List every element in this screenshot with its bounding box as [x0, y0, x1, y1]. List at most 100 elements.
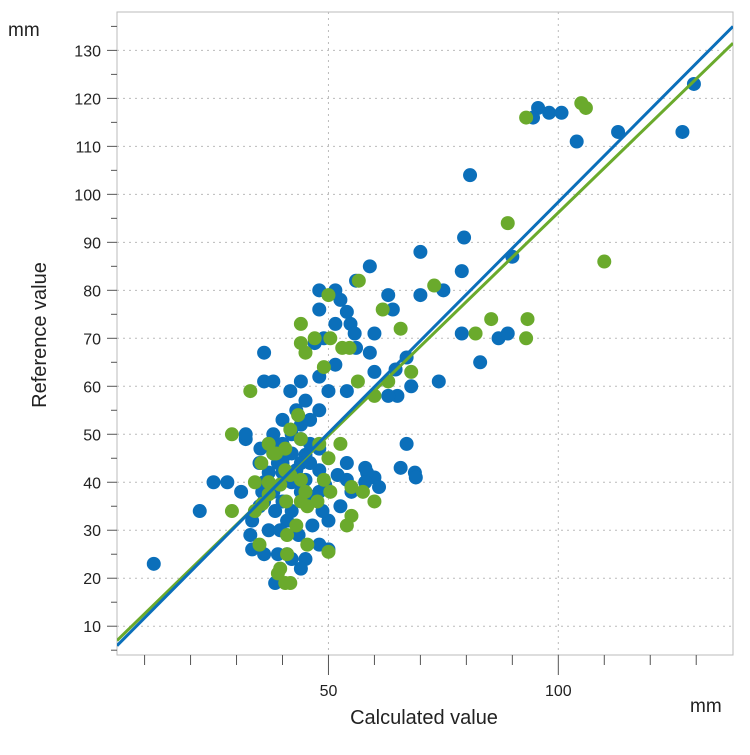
green-point [293, 316, 308, 331]
green-point [323, 331, 338, 346]
blue-point [457, 230, 472, 245]
green-point [578, 100, 593, 115]
blue-point [234, 484, 249, 499]
x-tick-label: 100 [545, 683, 572, 700]
green-point [247, 475, 262, 490]
blue-point [328, 316, 343, 331]
blue-point [283, 384, 298, 399]
blue-point [381, 288, 396, 303]
blue-point [303, 456, 318, 471]
regression-line [117, 25, 733, 647]
blue-point [399, 436, 414, 451]
green-point [342, 340, 357, 355]
y-tick-label: 90 [83, 235, 101, 252]
green-point [261, 475, 276, 490]
blue-point [243, 528, 258, 543]
blue-point [362, 259, 377, 274]
green-point [289, 518, 304, 533]
green-point [468, 326, 483, 341]
green-point [333, 436, 348, 451]
blue-point [463, 168, 478, 183]
blue-point [192, 504, 207, 519]
green-point [255, 496, 270, 511]
axes: 10 20 30 40 50 60 70 80 90 100 110 120 130 50 100 [74, 11, 734, 700]
blue-point [339, 304, 354, 319]
green-point [316, 360, 331, 375]
green-point [224, 427, 239, 442]
blue-point [328, 357, 343, 372]
y-tick-label: 120 [74, 91, 101, 108]
green-point [298, 345, 313, 360]
blue-point [381, 388, 396, 403]
green-point [344, 508, 359, 523]
y-tick-label: 10 [83, 619, 101, 636]
y-tick-label: 20 [83, 571, 101, 588]
green-point [500, 216, 515, 231]
blue-point [261, 523, 276, 538]
green-point [404, 364, 419, 379]
green-point [520, 312, 535, 327]
blue-point [413, 244, 428, 259]
x-axis-title: Calculated value [350, 707, 498, 729]
blue-point [542, 105, 557, 120]
green-point [484, 312, 499, 327]
x-tick-label: 50 [320, 683, 338, 700]
blue-point [339, 384, 354, 399]
y-tick-label: 110 [75, 139, 101, 156]
data-points [146, 76, 701, 591]
y-tick-label: 70 [83, 331, 101, 348]
green-point [310, 494, 325, 509]
blue-point [611, 124, 626, 139]
blue-point [293, 374, 308, 389]
blue-point [321, 384, 336, 399]
y-axis-title: Reference value [29, 262, 51, 408]
green-point [350, 374, 365, 389]
green-point [344, 480, 359, 495]
green-point [283, 576, 298, 591]
blue-point [347, 326, 362, 341]
green-point [280, 547, 295, 562]
y-tick-label: 100 [74, 187, 101, 204]
blue-point [330, 468, 345, 483]
blue-point [454, 264, 469, 279]
green-point [393, 321, 408, 336]
y-unit-label: mm [8, 20, 40, 41]
blue-point [367, 364, 382, 379]
green-point [270, 566, 285, 581]
blue-point [312, 403, 327, 418]
blue-point [257, 345, 272, 360]
green-point [291, 408, 306, 423]
green-point [293, 432, 308, 447]
blue-point [266, 374, 281, 389]
green-point [224, 504, 239, 519]
green-point [355, 484, 370, 499]
blue-point [372, 480, 387, 495]
blue-point [362, 345, 377, 360]
green-point [323, 484, 338, 499]
blue-point [413, 288, 428, 303]
green-point [298, 484, 313, 499]
blue-point [275, 412, 290, 427]
blue-point [393, 460, 408, 475]
green-point [243, 384, 258, 399]
green-point [519, 331, 534, 346]
green-point [321, 544, 336, 559]
green-point [252, 537, 267, 552]
green-point [519, 110, 534, 125]
green-point [321, 288, 336, 303]
green-point [293, 472, 308, 487]
y-tick-label: 60 [83, 379, 101, 396]
blue-point [454, 326, 469, 341]
grid [117, 12, 733, 655]
blue-point [404, 379, 419, 394]
green-point [280, 528, 295, 543]
fit-lines [117, 25, 733, 647]
green-point [254, 456, 269, 471]
green-point [266, 446, 281, 461]
y-tick-label: 80 [83, 283, 101, 300]
blue-point [675, 124, 690, 139]
green-point [273, 477, 288, 492]
blue-point [686, 76, 701, 91]
green-point [321, 451, 336, 466]
